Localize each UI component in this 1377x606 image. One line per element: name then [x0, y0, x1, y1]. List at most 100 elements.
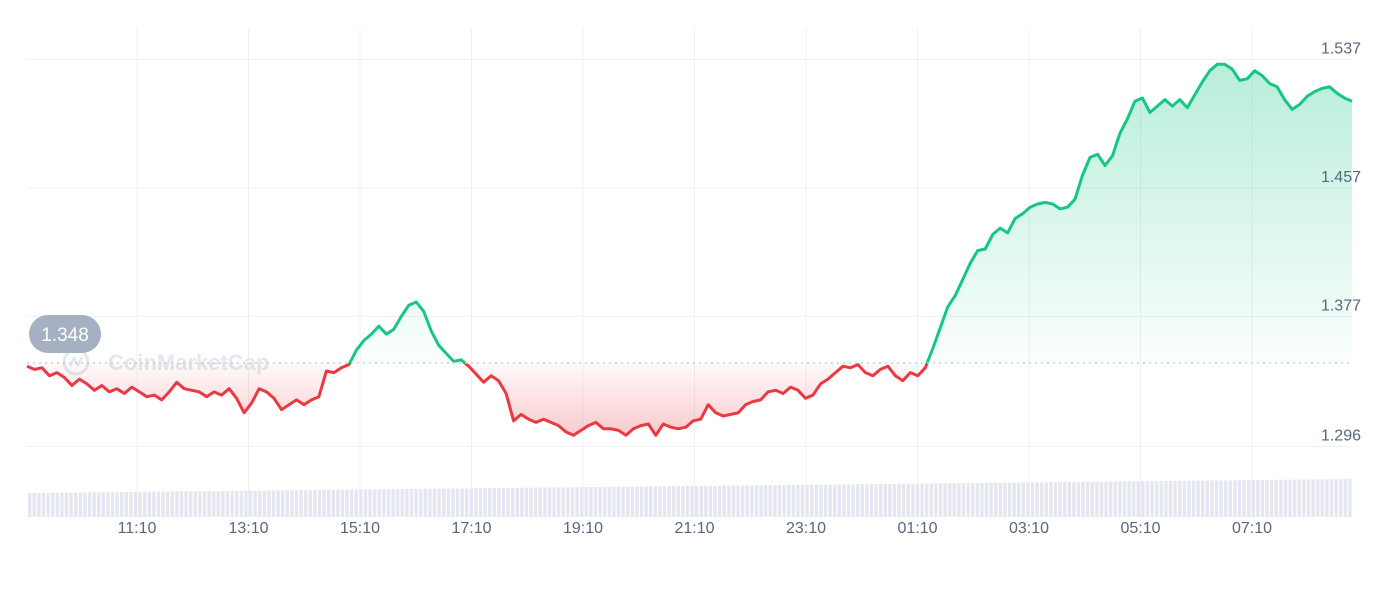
volume-bar [911, 483, 915, 517]
volume-bar [124, 492, 128, 517]
volume-bar [1164, 481, 1168, 517]
volume-bar [92, 492, 96, 517]
volume-bar [1122, 481, 1127, 517]
volume-bar [1063, 482, 1067, 517]
volume-bar [1210, 480, 1214, 517]
volume-bar [281, 490, 285, 517]
volume-bar [28, 493, 32, 517]
volume-bar [1260, 480, 1265, 517]
volume-bar [133, 491, 138, 517]
volume-bar [336, 489, 340, 517]
volume-bar [690, 486, 694, 517]
volume-bar [1053, 482, 1058, 517]
volume-bar [925, 483, 929, 517]
volume-bar [1118, 481, 1122, 517]
volume-bar [777, 485, 782, 517]
volume-bar [524, 487, 529, 517]
volume-bar [1003, 482, 1007, 517]
volume-bar [754, 485, 759, 517]
volume-bar [621, 486, 625, 517]
volume-bar [409, 489, 414, 517]
volume-bar [78, 492, 82, 517]
volume-bar [193, 491, 197, 517]
series-line-down [26, 362, 929, 437]
volume-bar [607, 486, 611, 517]
volume-bar [1279, 479, 1283, 517]
volume-bar [327, 489, 331, 517]
volume-bar [1201, 480, 1205, 517]
volume-bar [1026, 482, 1030, 517]
volume-bar [557, 487, 561, 517]
volume-bar [879, 484, 883, 517]
volume-bar [322, 489, 326, 517]
volume-bar [1270, 479, 1274, 517]
y-tick-label: 1.537 [1321, 41, 1361, 58]
volume-bars [28, 479, 1352, 517]
volume-bar [584, 487, 588, 517]
series-line-up [348, 62, 1353, 363]
volume-bar [51, 492, 55, 517]
volume-bar [1127, 481, 1131, 517]
volume-bar [566, 487, 570, 517]
volume-bar [529, 487, 533, 517]
volume-bar [451, 488, 455, 517]
volume-bar [773, 485, 777, 517]
volume-bar [612, 486, 616, 517]
volume-bar [166, 491, 170, 517]
volume-bar [1017, 482, 1021, 517]
x-axis: 11:10 13:10 15:10 17:10 19:10 21:10 23:10 01:10… [118, 520, 1273, 537]
volume-bar [695, 485, 699, 517]
volume-bar [957, 483, 961, 517]
volume-bar [708, 485, 713, 517]
volume-bar [580, 487, 584, 517]
volume-bar [69, 492, 73, 517]
volume-bar [1049, 482, 1053, 517]
volume-bar [64, 492, 69, 517]
volume-bar [501, 488, 506, 517]
volume-bar [929, 483, 933, 517]
volume-bar [598, 487, 602, 517]
volume-bar [1205, 480, 1209, 517]
volume-bar [1339, 479, 1343, 517]
volume-bar [442, 488, 446, 517]
volume-bar [805, 484, 809, 517]
volume-bar [32, 493, 36, 517]
volume-bar [1187, 480, 1191, 517]
volume-bar [74, 492, 78, 517]
volume-bar [1072, 482, 1076, 517]
volume-bar [1067, 482, 1071, 517]
volume-bar [1228, 480, 1232, 517]
volume-bar [432, 488, 437, 517]
volume-bar [1306, 479, 1311, 517]
volume-bar [552, 487, 556, 517]
volume-bar [55, 492, 59, 517]
volume-bar [198, 491, 202, 517]
volume-bar [391, 489, 395, 517]
volume-bar [1012, 482, 1016, 517]
volume-bar [46, 492, 50, 517]
volume-bar [1242, 480, 1246, 517]
volume-bar [713, 485, 717, 517]
volume-bar [345, 489, 349, 517]
volume-bar [966, 483, 970, 517]
volume-bar [1145, 481, 1150, 517]
volume-bar [1256, 480, 1260, 517]
volume-bar [110, 492, 115, 517]
volume-bar [308, 490, 312, 517]
volume-bar [561, 487, 565, 517]
volume-bar [823, 484, 828, 517]
volume-bar [616, 486, 621, 517]
volume-bar [639, 486, 644, 517]
volume-bar [511, 487, 515, 517]
volume-bar [828, 484, 832, 517]
volume-bar [570, 487, 575, 517]
volume-bar [718, 485, 722, 517]
volume-bar [1224, 480, 1228, 517]
volume-bar [1132, 481, 1136, 517]
volume-bar [129, 491, 133, 517]
current-price-badge: 1.348 [29, 314, 101, 353]
volume-bar [649, 486, 653, 517]
x-tick-label: 15:10 [340, 520, 380, 537]
volume-bar [1035, 482, 1039, 517]
current-price-label: 1.348 [41, 325, 89, 346]
